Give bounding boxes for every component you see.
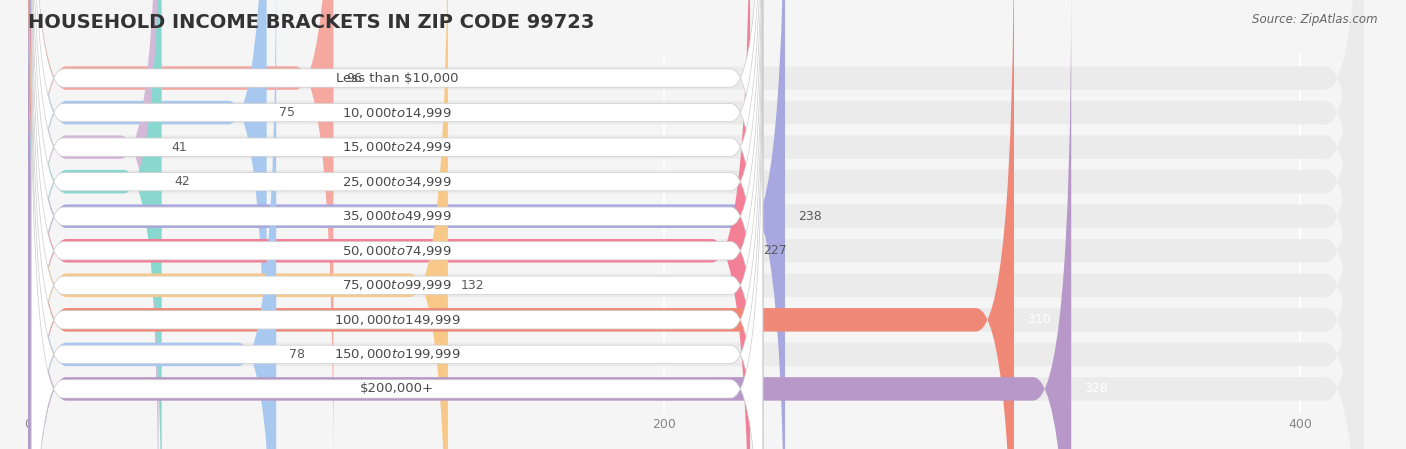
FancyBboxPatch shape [28, 0, 1364, 449]
FancyBboxPatch shape [31, 0, 763, 449]
Text: $200,000+: $200,000+ [360, 383, 434, 396]
Text: $150,000 to $199,999: $150,000 to $199,999 [333, 348, 460, 361]
FancyBboxPatch shape [31, 0, 763, 449]
FancyBboxPatch shape [28, 0, 267, 449]
FancyBboxPatch shape [28, 0, 1364, 449]
Text: $25,000 to $34,999: $25,000 to $34,999 [342, 175, 451, 189]
FancyBboxPatch shape [31, 18, 763, 449]
Text: 310: 310 [1026, 313, 1050, 326]
FancyBboxPatch shape [31, 0, 763, 449]
FancyBboxPatch shape [28, 0, 1364, 449]
FancyBboxPatch shape [28, 0, 1364, 449]
Text: 75: 75 [280, 106, 295, 119]
Text: HOUSEHOLD INCOME BRACKETS IN ZIP CODE 99723: HOUSEHOLD INCOME BRACKETS IN ZIP CODE 99… [28, 13, 595, 32]
FancyBboxPatch shape [31, 0, 763, 449]
FancyBboxPatch shape [31, 53, 763, 449]
Text: 96: 96 [346, 71, 361, 84]
FancyBboxPatch shape [28, 0, 1364, 449]
Text: 227: 227 [763, 244, 786, 257]
FancyBboxPatch shape [31, 0, 763, 414]
Text: $15,000 to $24,999: $15,000 to $24,999 [342, 140, 451, 154]
FancyBboxPatch shape [31, 0, 763, 449]
Text: Source: ZipAtlas.com: Source: ZipAtlas.com [1253, 13, 1378, 26]
Text: 238: 238 [797, 210, 821, 223]
FancyBboxPatch shape [28, 0, 449, 449]
FancyBboxPatch shape [28, 0, 1364, 449]
FancyBboxPatch shape [28, 0, 276, 449]
FancyBboxPatch shape [28, 0, 333, 449]
Text: $35,000 to $49,999: $35,000 to $49,999 [342, 209, 451, 223]
Text: 78: 78 [288, 348, 305, 361]
FancyBboxPatch shape [28, 0, 1364, 449]
Text: $75,000 to $99,999: $75,000 to $99,999 [342, 278, 451, 292]
FancyBboxPatch shape [28, 0, 162, 449]
FancyBboxPatch shape [28, 0, 785, 449]
Text: $100,000 to $149,999: $100,000 to $149,999 [333, 313, 460, 327]
FancyBboxPatch shape [28, 0, 1014, 449]
FancyBboxPatch shape [28, 0, 1364, 449]
Text: Less than $10,000: Less than $10,000 [336, 71, 458, 84]
Text: $10,000 to $14,999: $10,000 to $14,999 [342, 106, 451, 119]
FancyBboxPatch shape [28, 0, 1364, 449]
Text: 328: 328 [1084, 383, 1108, 396]
Text: $50,000 to $74,999: $50,000 to $74,999 [342, 244, 451, 258]
FancyBboxPatch shape [28, 0, 159, 449]
FancyBboxPatch shape [28, 0, 749, 449]
FancyBboxPatch shape [28, 0, 1071, 449]
FancyBboxPatch shape [31, 0, 763, 449]
Text: 42: 42 [174, 175, 190, 188]
Text: 132: 132 [461, 279, 484, 292]
FancyBboxPatch shape [31, 0, 763, 449]
Text: 41: 41 [172, 141, 187, 154]
FancyBboxPatch shape [28, 0, 1364, 449]
